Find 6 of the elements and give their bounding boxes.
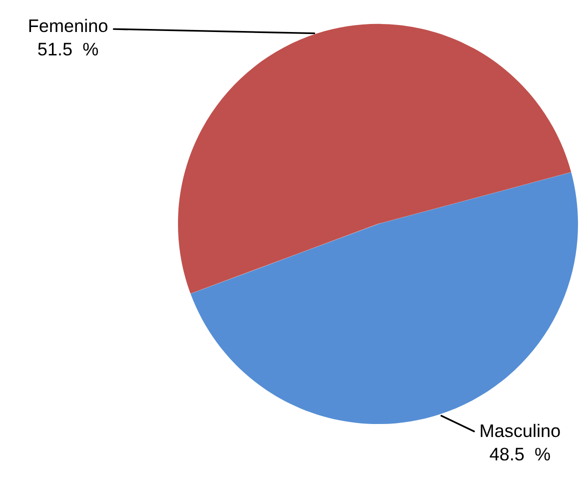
slice-label: Femenino xyxy=(29,18,108,32)
data-label: 51.5 % xyxy=(38,42,98,56)
data-label: 48.5 % xyxy=(490,448,550,461)
slice-label: Masculino xyxy=(480,424,560,438)
pie-slice xyxy=(190,172,578,424)
pie-slice xyxy=(178,24,572,294)
